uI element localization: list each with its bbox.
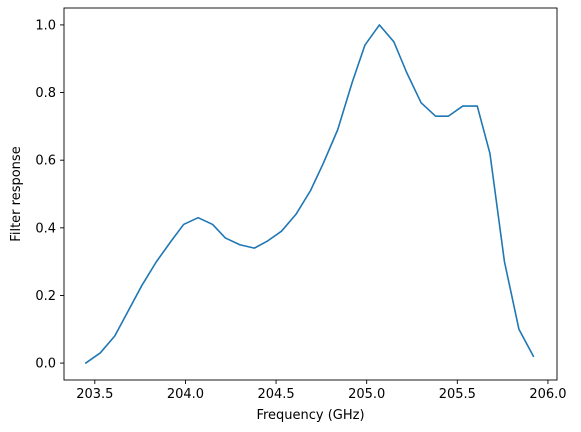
y-axis-label: Filter response	[9, 146, 24, 241]
series-line	[84, 24, 535, 364]
x-tick-label: 206.0	[529, 387, 566, 402]
y-tick-label: 0.2	[35, 289, 56, 304]
plot-area	[63, 7, 558, 381]
x-tick-label: 204.0	[167, 387, 204, 402]
plot-frame	[63, 7, 558, 381]
y-axis-ticks: 0.0 0.2 0.4 0.6 0.8 1.0	[35, 18, 64, 372]
y-tick-label: 0.8	[35, 86, 56, 101]
x-axis-ticks: 203.5 204.0 204.5 205.0 205.5 206.0	[76, 380, 567, 402]
y-tick-label: 0.0	[35, 357, 56, 372]
y-tick-label: 0.6	[35, 154, 56, 169]
y-tick-label: 0.4	[35, 221, 56, 236]
x-tick-label: 204.5	[257, 387, 294, 402]
y-tick-label: 1.0	[35, 18, 56, 33]
x-tick-label: 205.5	[439, 387, 476, 402]
x-tick-label: 203.5	[76, 387, 113, 402]
x-axis-label: Frequency (GHz)	[256, 408, 364, 423]
x-tick-label: 205.0	[348, 387, 385, 402]
